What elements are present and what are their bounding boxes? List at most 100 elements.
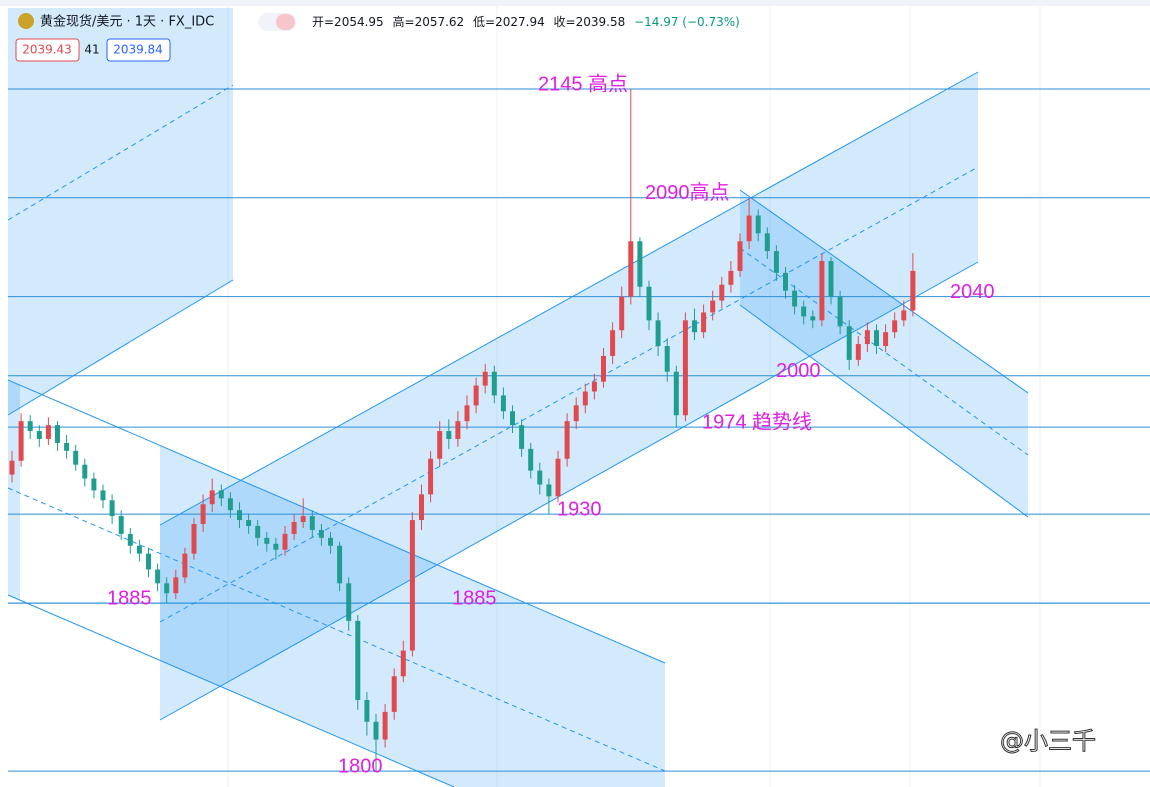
- candle-body: [136, 545, 142, 554]
- candle-body: [300, 516, 306, 523]
- candle-body: [783, 272, 788, 291]
- candle-body: [855, 344, 861, 360]
- symbol: 黄金现货/美元 · 1天 · FX_IDC: [40, 14, 214, 30]
- candle-body: [828, 261, 834, 297]
- channel-fill: [8, 380, 20, 600]
- candle-body: [500, 395, 506, 412]
- channel-edge: [7, 279, 234, 416]
- ask: 2039.84: [113, 43, 163, 57]
- candle-body: [619, 296, 625, 331]
- candle-body: [846, 326, 852, 360]
- bid-box[interactable]: [15, 38, 80, 62]
- candle-body: [127, 533, 133, 546]
- channel-fill: [740, 190, 1028, 517]
- candle-body: [318, 529, 324, 538]
- candle-body: [355, 620, 361, 700]
- annotation: 2040: [950, 281, 995, 303]
- candle-body: [18, 421, 24, 461]
- candle-body: [773, 251, 779, 273]
- annotation: 2000: [776, 360, 821, 382]
- candle-body: [36, 431, 42, 439]
- candle-body: [764, 233, 770, 252]
- annotation: 1885: [107, 587, 152, 609]
- candle-body: [755, 215, 761, 234]
- channels: [7, 8, 1029, 787]
- candle-body: [446, 431, 452, 439]
- candle-body: [391, 676, 397, 712]
- annotations: 2145 高点 2090高点 2040 2000 1974 趋势线 1930 1885 188…: [107, 72, 995, 777]
- high: 高=2057.62: [393, 14, 465, 29]
- candle-body: [309, 516, 315, 530]
- annotation: 1974 趋势线: [702, 410, 812, 433]
- candle-body: [801, 306, 807, 317]
- channel-fill: [160, 72, 978, 720]
- candle-body: [692, 320, 697, 333]
- candle-body: [637, 241, 643, 287]
- annotation: 2145 高点: [538, 72, 628, 95]
- candle-body: [164, 583, 170, 594]
- channel-mid: [7, 84, 234, 221]
- candle-body: [819, 261, 825, 321]
- header: 黄金现货/美元 · 1天 · FX_IDC 开=2054.95 高=2057.6…: [0, 0, 1150, 62]
- candle-body: [419, 494, 424, 521]
- close: 收=2039.58: [554, 15, 626, 29]
- candle-body: [337, 545, 343, 584]
- channel-edge: [159, 261, 979, 721]
- candle-body: [437, 431, 443, 459]
- candle-body: [746, 215, 752, 242]
- candle-body: [555, 458, 561, 497]
- toggle-knob[interactable]: [276, 14, 295, 30]
- channel-edge: [739, 189, 1029, 394]
- channel-mid: [7, 487, 666, 772]
- candle-body: [719, 284, 725, 301]
- candle-body: [209, 490, 215, 505]
- candle-body: [491, 371, 497, 396]
- candle-body: [537, 470, 543, 485]
- annotation: 1885: [452, 587, 497, 609]
- candle-body: [737, 241, 743, 271]
- channel-edge: [159, 71, 979, 526]
- ohlc: 开=2054.95 高=2057.62 低=2027.94 收=2039.58 …: [312, 14, 740, 29]
- candle-body: [73, 450, 79, 465]
- candle-body: [473, 385, 479, 406]
- candle-body: [874, 330, 879, 347]
- candle-body: [601, 355, 606, 382]
- candle-body: [146, 553, 151, 570]
- watermark: @小三千: [1000, 727, 1096, 755]
- candle-body: [328, 537, 333, 546]
- candle-body: [610, 330, 616, 356]
- candle-body: [346, 583, 352, 621]
- candle-body: [655, 320, 661, 347]
- candle-body: [237, 510, 242, 521]
- candle-body: [291, 522, 297, 534]
- candle-body: [255, 525, 261, 538]
- candle-body: [682, 320, 688, 416]
- candle-body: [82, 464, 88, 479]
- candle-body: [27, 421, 33, 432]
- ask-box[interactable]: [106, 38, 171, 62]
- candle-body: [728, 270, 734, 285]
- annotation: 1800: [338, 755, 383, 777]
- candle-body: [664, 346, 670, 372]
- channel-edge: [7, 594, 455, 787]
- candle-body: [400, 650, 406, 677]
- candle-body: [464, 405, 470, 422]
- candle-body: [273, 543, 279, 550]
- candle-body: [591, 381, 597, 392]
- candle-body: [118, 516, 124, 534]
- candle-body: [519, 425, 525, 449]
- candle-body: [673, 371, 679, 416]
- vertical-grid: [227, 0, 1041, 787]
- candle-body: [282, 533, 288, 550]
- candle-body: [428, 458, 434, 495]
- spread: 41: [84, 43, 99, 57]
- candle-body: [264, 537, 270, 544]
- low: 低=2027.94: [473, 15, 545, 29]
- candle-body: [646, 286, 652, 321]
- candle-body: [382, 711, 388, 740]
- top-strip: [0, 0, 1150, 6]
- channel-mid: [159, 166, 979, 623]
- annotation: 2090高点: [645, 181, 730, 204]
- candle-body: [901, 310, 907, 321]
